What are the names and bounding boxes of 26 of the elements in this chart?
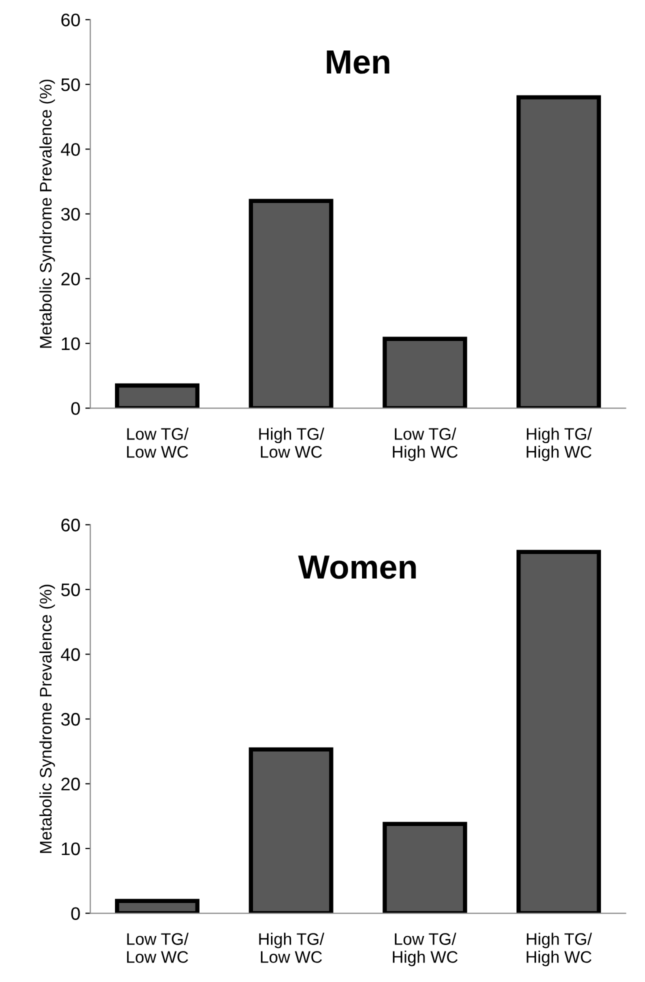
y-tick-label: 40: [60, 143, 80, 156]
y-axis-title: Metabolic Syndrome Prevalence (%): [39, 584, 55, 853]
text: Women: [298, 556, 416, 579]
x-tick-label: Low TG/ Low WC: [127, 932, 189, 963]
y-tick-label: 20: [61, 778, 80, 790]
y-tick-label: 50: [61, 583, 80, 596]
y-tick-label: 10: [62, 842, 80, 856]
y-tick-label: 0: [71, 402, 80, 415]
y-tick-label: 60: [61, 14, 80, 26]
x-tick-label: High TG/ High WC: [526, 428, 592, 462]
y-tick-label: 20: [61, 272, 80, 286]
y-tick-label: 30: [61, 208, 80, 221]
y-tick-label: 60: [61, 518, 80, 532]
x-tick-label: High TG/ Low WC: [259, 428, 324, 458]
y-tick-label: 0: [71, 907, 80, 920]
y-axis-title: Metabolic Syndrome Prevalence (%): [39, 80, 55, 348]
x-tick-label: Low TG/ Low WC: [127, 428, 189, 458]
text: Men: [326, 50, 390, 74]
y-tick-label: 30: [61, 712, 80, 726]
y-tick-label: 10: [62, 337, 80, 350]
x-tick-label: High TG/ Low WC: [259, 932, 324, 963]
x-tick-label: Low TG/ High WC: [392, 428, 458, 462]
y-tick-label: 50: [61, 78, 80, 92]
x-tick-label: High TG/ High WC: [526, 932, 592, 966]
x-tick-label: Low TG/ High WC: [392, 932, 458, 966]
y-tick-label: 40: [60, 648, 80, 661]
